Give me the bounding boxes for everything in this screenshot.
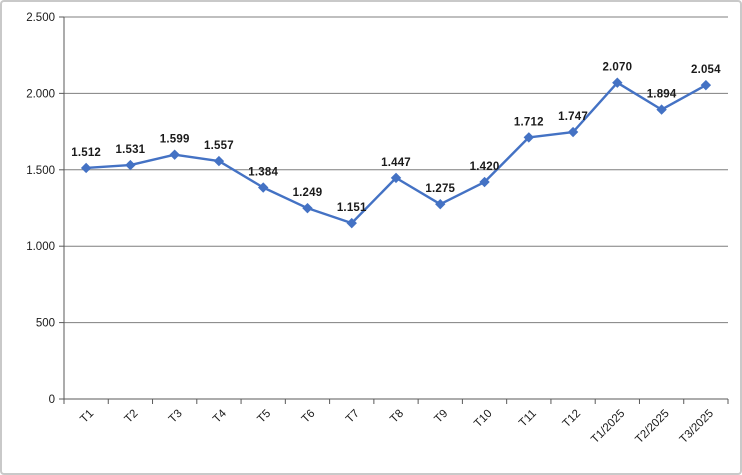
- x-axis-tick-label: T4: [211, 407, 229, 425]
- data-point-marker: [700, 79, 712, 91]
- x-axis-tick-label: T1: [78, 408, 96, 426]
- data-point-marker: [346, 217, 357, 229]
- x-axis-tick-label: T10: [472, 408, 495, 431]
- data-point-marker: [612, 77, 623, 88]
- data-point-label: 1.249: [293, 187, 323, 199]
- x-axis-tick-label: T3/2025: [678, 408, 716, 446]
- data-point-label: 1.151: [337, 202, 367, 214]
- y-axis-tick-label: 0: [49, 394, 55, 406]
- x-axis-tick-label: T6: [300, 408, 318, 426]
- data-point-label: 1.447: [381, 157, 411, 169]
- data-point-label: 2.070: [602, 62, 632, 74]
- data-point-marker: [390, 172, 402, 184]
- x-axis-tick-label: T2: [123, 408, 141, 426]
- x-axis-tick-label: T5: [255, 408, 273, 426]
- data-point-label: 1.747: [558, 111, 588, 123]
- x-axis-tick-label: T12: [561, 408, 584, 431]
- x-axis-tick-label: T7: [344, 408, 362, 426]
- data-point-label: 1.894: [647, 89, 677, 101]
- data-point-label: 1.557: [204, 140, 234, 152]
- y-axis-tick-label: 2.500: [26, 12, 55, 24]
- data-point-label: 1.275: [425, 183, 455, 195]
- data-point-label: 1.599: [160, 134, 190, 146]
- data-point-label: 1.420: [470, 161, 500, 173]
- x-axis-tick-label: T1/2025: [589, 408, 627, 446]
- x-axis-tick-label: T9: [432, 408, 450, 426]
- data-point-marker: [169, 149, 180, 160]
- x-axis-tick-label: T2/2025: [633, 408, 671, 446]
- data-point-label: 2.054: [691, 64, 721, 76]
- data-point-marker: [435, 198, 446, 210]
- data-point-label: 1.384: [248, 167, 278, 179]
- y-axis-tick-label: 1.500: [26, 165, 55, 177]
- data-series-line: [84, 81, 708, 225]
- data-point-marker: [125, 159, 136, 171]
- data-point-label: 1.712: [514, 116, 544, 128]
- x-axis-tick-label: T11: [517, 408, 539, 430]
- data-point-marker: [523, 132, 535, 143]
- data-point-label: 1.512: [71, 147, 101, 159]
- x-axis-tick-label: T3: [167, 408, 185, 426]
- y-axis-tick-label: 2.000: [26, 88, 55, 100]
- data-point-label: 1.531: [116, 144, 146, 156]
- data-point-marker: [80, 162, 92, 174]
- data-point-marker: [567, 126, 579, 138]
- data-point-marker: [479, 176, 490, 188]
- x-axis-tick-label: T8: [388, 408, 406, 426]
- data-point-marker: [257, 182, 269, 193]
- data-point-marker: [656, 104, 667, 115]
- y-axis-tick-label: 1.000: [26, 241, 55, 253]
- y-axis-tick-label: 500: [36, 318, 55, 330]
- data-point-marker: [213, 155, 225, 167]
- data-point-marker: [302, 202, 313, 214]
